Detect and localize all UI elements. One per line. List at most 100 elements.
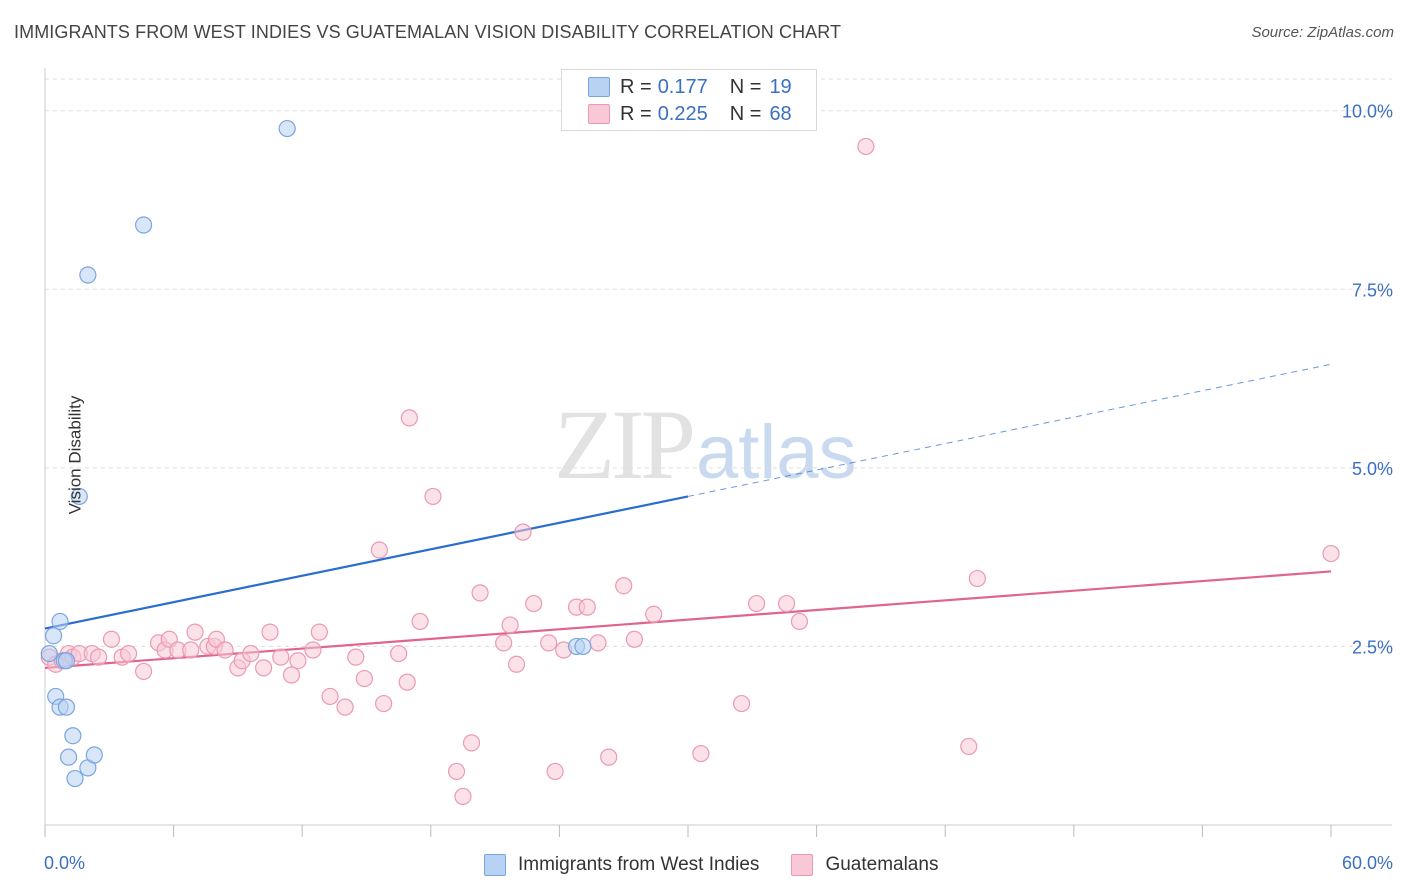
point-west-indies [59, 748, 78, 766]
legend-swatch-guatemalans [791, 854, 814, 876]
point-guatemalans [182, 641, 200, 659]
point-guatemalans [514, 523, 532, 541]
point-guatemalans [447, 762, 466, 781]
point-guatemalans [216, 641, 234, 659]
point-guatemalans [960, 737, 978, 756]
point-west-indies [44, 627, 63, 645]
legend-label-west-indies: Immigrants from West Indies [518, 854, 760, 875]
point-guatemalans [625, 630, 644, 648]
y-tick-label: 2.5% [1352, 637, 1393, 657]
point-guatemalans [790, 612, 809, 631]
point-guatemalans [471, 584, 489, 602]
x-tick-label: 0.0% [44, 853, 85, 873]
point-guatemalans [411, 612, 429, 631]
point-guatemalans [645, 605, 663, 623]
watermark-zip: ZIP [554, 389, 696, 500]
point-guatemalans [540, 634, 558, 652]
stats-row-west-indies: R = 0.177 N = 19 [588, 74, 792, 100]
point-guatemalans [282, 666, 301, 684]
r-label: R = [620, 102, 652, 125]
chart-title: IMMIGRANTS FROM WEST INDIES VS GUATEMALA… [14, 22, 842, 42]
axes [44, 68, 1392, 837]
point-west-indies [66, 769, 84, 788]
tick-labels: 2.5% 5.0% 7.5% 10.0% 0.0% 60.0% [44, 102, 1393, 873]
point-guatemalans [462, 734, 481, 752]
point-guatemalans [370, 541, 388, 559]
y-tick-label: 5.0% [1352, 459, 1393, 479]
point-guatemalans [692, 744, 710, 763]
point-guatemalans [507, 655, 526, 673]
n-label: N = [729, 102, 762, 125]
point-west-indies [79, 266, 97, 284]
point-guatemalans [289, 652, 307, 670]
n-value: 19 [769, 75, 792, 98]
point-guatemalans [615, 577, 633, 595]
legend-item-guatemalans[interactable]: Guatemalans [791, 854, 938, 876]
swatch-guatemalans [588, 104, 610, 124]
point-guatemalans [261, 623, 279, 641]
point-guatemalans [525, 594, 543, 613]
point-guatemalans [1322, 544, 1340, 563]
swatch-west-indies [588, 77, 610, 97]
legend-item-west-indies[interactable]: Immigrants from West Indies [484, 854, 759, 876]
point-guatemalans [89, 648, 108, 666]
point-guatemalans [321, 687, 339, 706]
point-guatemalans [102, 630, 121, 648]
n-label: N = [729, 75, 762, 98]
point-guatemalans [424, 487, 442, 506]
point-west-indies [85, 746, 103, 764]
point-guatemalans [242, 644, 260, 663]
trend-line-west-indies-projection [687, 363, 1332, 497]
trend-lines [44, 363, 1332, 669]
point-guatemalans [310, 623, 328, 641]
point-guatemalans [347, 648, 365, 666]
point-guatemalans [119, 644, 138, 663]
y-axis-label: Vision Disability [65, 395, 85, 515]
point-west-indies [51, 612, 69, 631]
point-west-indies [134, 216, 153, 234]
point-west-indies [57, 698, 76, 716]
trend-line-west-indies [44, 495, 689, 630]
point-guatemalans [495, 634, 513, 652]
point-guatemalans [501, 616, 519, 634]
data-points [40, 119, 1340, 806]
point-guatemalans [546, 762, 564, 781]
point-guatemalans [968, 569, 986, 588]
point-guatemalans [390, 644, 408, 663]
r-label: R = [620, 75, 652, 98]
point-guatemalans [747, 594, 766, 613]
point-west-indies [57, 652, 76, 670]
stats-legend: R = 0.177 N = 19 R = 0.225 N = 68 [561, 69, 817, 131]
point-guatemalans [732, 694, 751, 713]
point-guatemalans [857, 137, 875, 156]
point-guatemalans [454, 787, 472, 806]
x-tick-label: 60.0% [1342, 853, 1393, 873]
point-west-indies [40, 644, 58, 663]
point-west-indies [278, 119, 296, 138]
legend-swatch-west-indies [484, 854, 506, 876]
source-credit: Source: ZipAtlas.com [1251, 24, 1394, 41]
point-guatemalans [336, 698, 354, 716]
point-guatemalans [777, 594, 796, 613]
point-west-indies [574, 637, 592, 656]
legend-label-guatemalans: Guatemalans [825, 854, 939, 875]
n-value: 68 [769, 102, 792, 125]
y-tick-label: 10.0% [1342, 102, 1393, 122]
point-guatemalans [600, 748, 618, 766]
trend-line-guatemalans [44, 570, 1332, 669]
point-guatemalans [355, 669, 373, 688]
point-guatemalans [272, 648, 290, 666]
y-tick-label: 7.5% [1352, 280, 1393, 300]
point-guatemalans [400, 409, 418, 427]
point-guatemalans [255, 659, 273, 677]
point-guatemalans [589, 634, 607, 652]
watermark: ZIPatlas [554, 395, 857, 503]
point-guatemalans [578, 598, 596, 616]
point-guatemalans [186, 623, 204, 641]
grid-lines [45, 78, 1392, 647]
point-west-indies [70, 487, 88, 506]
point-west-indies [64, 727, 82, 745]
stats-row-guatemalans: R = 0.225 N = 68 [588, 101, 792, 127]
point-guatemalans [375, 694, 393, 713]
